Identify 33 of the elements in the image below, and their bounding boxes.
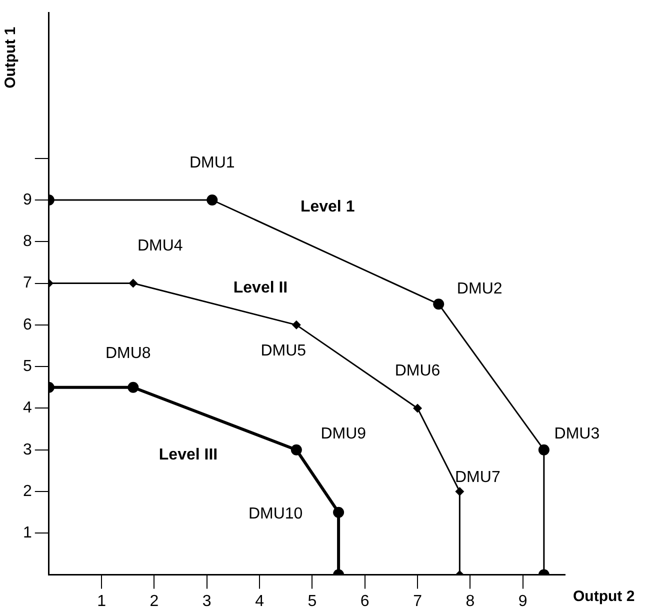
- annotation: DMU9: [320, 425, 366, 442]
- x-axis-title: Output 2: [573, 588, 635, 605]
- annotation: DMU4: [137, 238, 183, 255]
- annotation: DMU7: [455, 468, 500, 486]
- x-tick-label: 2: [150, 592, 159, 610]
- y-axis-title: Output 1: [2, 26, 20, 88]
- x-tick-label: 3: [202, 592, 212, 610]
- x-tick-label: 8: [466, 592, 475, 610]
- annotation: DMU6: [394, 362, 440, 380]
- y-tick-label: 3: [22, 441, 32, 458]
- y-tick-label: 7: [22, 274, 32, 292]
- x-tick-label: 4: [255, 592, 264, 610]
- annotation: DMU2: [456, 280, 502, 298]
- annotation: DMU1: [189, 154, 235, 172]
- y-tick-label: 2: [22, 482, 32, 500]
- x-tick-label: 5: [308, 592, 317, 610]
- annotation: DMU5: [260, 342, 306, 360]
- x-tick-label: 1: [97, 592, 106, 610]
- y-tick-label: 4: [22, 400, 32, 417]
- annotation: DMU3: [554, 425, 600, 442]
- y-tick-label: 1: [22, 524, 32, 542]
- annotation: DMU10: [248, 506, 303, 523]
- y-tick-label: 5: [22, 358, 32, 375]
- annotation: Level II: [233, 279, 288, 296]
- x-tick-label: 9: [518, 592, 528, 610]
- x-tick-label: 6: [360, 592, 370, 610]
- y-tick-label: 9: [22, 191, 32, 208]
- y-tick-label: 6: [22, 316, 32, 334]
- y-tick-label: 8: [22, 233, 32, 250]
- annotation: Level 1: [300, 198, 355, 216]
- annotation: DMU8: [105, 344, 151, 362]
- x-tick-label: 7: [413, 592, 422, 610]
- annotation: Level III: [158, 446, 218, 464]
